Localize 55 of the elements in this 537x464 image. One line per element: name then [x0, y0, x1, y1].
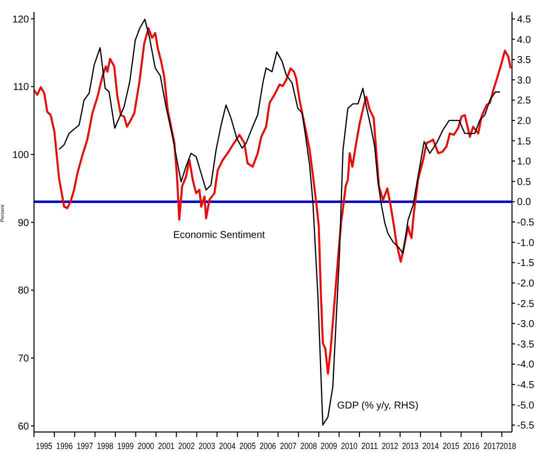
x-tick-label: 2009 [320, 441, 341, 451]
x-tick-label: 2002 [178, 441, 198, 451]
x-tick-label: 2005 [239, 441, 260, 451]
x-tick-label: 2004 [218, 441, 240, 451]
y2-tick-label: 4.0 [517, 34, 532, 46]
y2-tick-label: 2.0 [517, 116, 532, 128]
y-tick-label: 80 [18, 286, 30, 297]
x-tick-label: 1995 [36, 441, 56, 451]
y-tick-label: 90 [18, 218, 30, 229]
y2-tick-label: -5.5 [517, 420, 535, 432]
y2-tick-label: 4.5 [517, 14, 532, 26]
x-tick-label: 2012 [382, 441, 402, 451]
y2-tick-label: 0.5 [517, 176, 532, 188]
y2-tick-label: -4.5 [517, 380, 535, 392]
x-tick-label: 2015 [442, 441, 463, 451]
y2-tick-label: -3.5 [517, 339, 535, 350]
x-tick-label: 1997 [76, 441, 97, 451]
x-tick-label: 2003 [198, 441, 219, 451]
y-tick-label: 100 [12, 150, 30, 162]
y2-tick-label: -4.0 [517, 360, 535, 371]
y-tick-label: 120 [12, 14, 30, 26]
line-series [34, 27, 512, 375]
x-tick-label: 2000 [138, 441, 158, 451]
x-tick-label: 1999 [117, 441, 138, 451]
y-tick-label: 110 [13, 82, 30, 94]
y2-tick-label: 3.5 [517, 55, 532, 66]
x-tick-label: 1996 [56, 441, 76, 451]
x-tick-label: 2008 [300, 441, 320, 451]
y2-tick-label: -1.5 [517, 258, 535, 270]
x-tick-label: 2013 [402, 441, 422, 451]
line-series [58, 18, 501, 426]
x-tick-label: 2007 [280, 441, 300, 451]
y2-tick-label: -2.0 [517, 278, 535, 290]
y2-tick-label: 3.0 [517, 75, 532, 86]
y-tick-label: 70 [18, 354, 30, 365]
y2-tick-label: -3.0 [517, 319, 535, 330]
series-label: Economic Sentiment [173, 230, 266, 242]
y2-tick-label: 1.5 [517, 136, 532, 148]
y2-tick-label: 1.0 [517, 156, 532, 168]
y2-tick-label: -2.5 [517, 298, 535, 310]
series-label: GDP (% y/y, RHS) [337, 400, 418, 412]
y2-tick-label: 0.0 [517, 197, 532, 208]
y2-tick-label: -1.0 [517, 238, 535, 249]
x-tick-label: 2006 [260, 441, 280, 451]
y2-tick-label: -0.5 [517, 218, 535, 229]
y2-tick-label: -5.0 [517, 400, 535, 412]
x-tick-label: 1998 [96, 441, 117, 451]
x-tick-label: 2018 [500, 441, 520, 451]
y2-tick-label: 2.5 [517, 96, 532, 107]
x-tick-label: 2001 [158, 441, 178, 451]
x-tick-label: 2011 [361, 441, 381, 451]
x-tick-label: 2014 [422, 441, 442, 451]
x-tick-label: 2010 [341, 441, 362, 451]
y-tick-label: 60 [18, 421, 30, 432]
x-tick-label: 2016 [463, 441, 484, 451]
